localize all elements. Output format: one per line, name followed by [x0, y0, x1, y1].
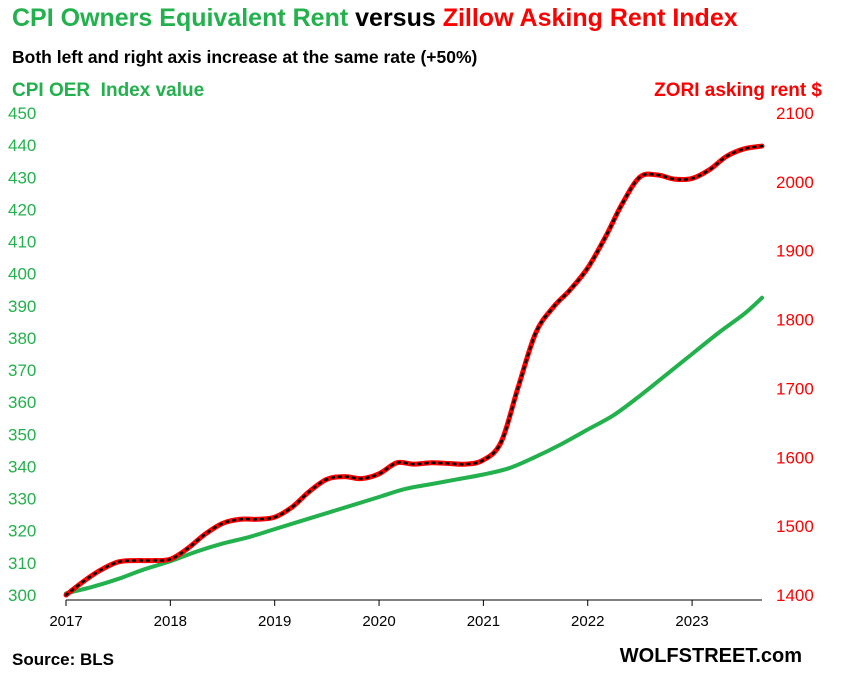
series-layer: [63, 143, 765, 598]
left-tick-label: 340: [8, 457, 36, 476]
left-tick-label: 390: [8, 297, 36, 316]
source-note: Source: BLS: [12, 650, 115, 669]
right-tick-label: 1400: [776, 586, 814, 605]
right-tick-label: 1700: [776, 379, 814, 398]
left-tick-label: 430: [8, 168, 36, 187]
left-tick-label: 450: [8, 104, 36, 123]
title-zori-part: Zillow Asking Rent Index: [442, 4, 738, 32]
right-axis-ticks: 1400 1500 1600 1700 1800 1900 2000 2100: [776, 104, 814, 605]
left-tick-label: 410: [8, 233, 36, 252]
title-versus-part: versus: [348, 4, 443, 32]
x-tick-label: 2020: [362, 613, 395, 630]
x-tick-label: 2022: [571, 613, 604, 630]
zori-series-markers: [64, 144, 764, 597]
x-tick-label: 2019: [258, 613, 291, 630]
left-tick-label: 370: [8, 361, 36, 380]
left-axis-label: CPI OER Index value: [12, 80, 205, 101]
left-tick-label: 440: [8, 136, 36, 155]
left-tick-label: 360: [8, 393, 36, 412]
x-axis-ticks: 2017 2018 2019 2020 2021 2022 2023: [49, 599, 762, 630]
x-tick-label: 2017: [49, 613, 82, 630]
right-tick-label: 1500: [776, 517, 814, 536]
left-tick-label: 310: [8, 554, 36, 573]
chart-subtitle: Both left and right axis increase at the…: [12, 47, 478, 67]
title-oer-part: CPI Owners Equivalent Rent: [12, 4, 349, 32]
left-axis-ticks: 300 310 320 330 340 350 360 370 380 390 400 410 420 4…: [8, 104, 36, 605]
x-tick-label: 2023: [675, 613, 708, 630]
left-tick-label: 400: [8, 265, 36, 284]
right-tick-label: 2000: [776, 173, 814, 192]
left-tick-label: 380: [8, 329, 36, 348]
right-tick-label: 1800: [776, 311, 814, 330]
x-tick-label: 2018: [154, 613, 187, 630]
right-tick-label: 1600: [776, 448, 814, 467]
left-tick-label: 330: [8, 490, 36, 509]
x-tick-label: 2021: [467, 613, 500, 630]
oer-series-line: [64, 295, 764, 596]
left-tick-label: 300: [8, 586, 36, 605]
right-tick-label: 2100: [776, 104, 814, 123]
brand-logo-text: WOLFSTREET.com: [619, 645, 802, 667]
right-tick-label: 1900: [776, 242, 814, 261]
left-tick-label: 420: [8, 200, 36, 219]
chart-title: CPI Owners Equivalent Rent versus Zillow…: [12, 4, 738, 33]
left-tick-label: 320: [8, 522, 36, 541]
left-tick-label: 350: [8, 425, 36, 444]
zori-series-line: [63, 143, 765, 598]
right-axis-label: ZORI asking rent $: [654, 80, 822, 101]
